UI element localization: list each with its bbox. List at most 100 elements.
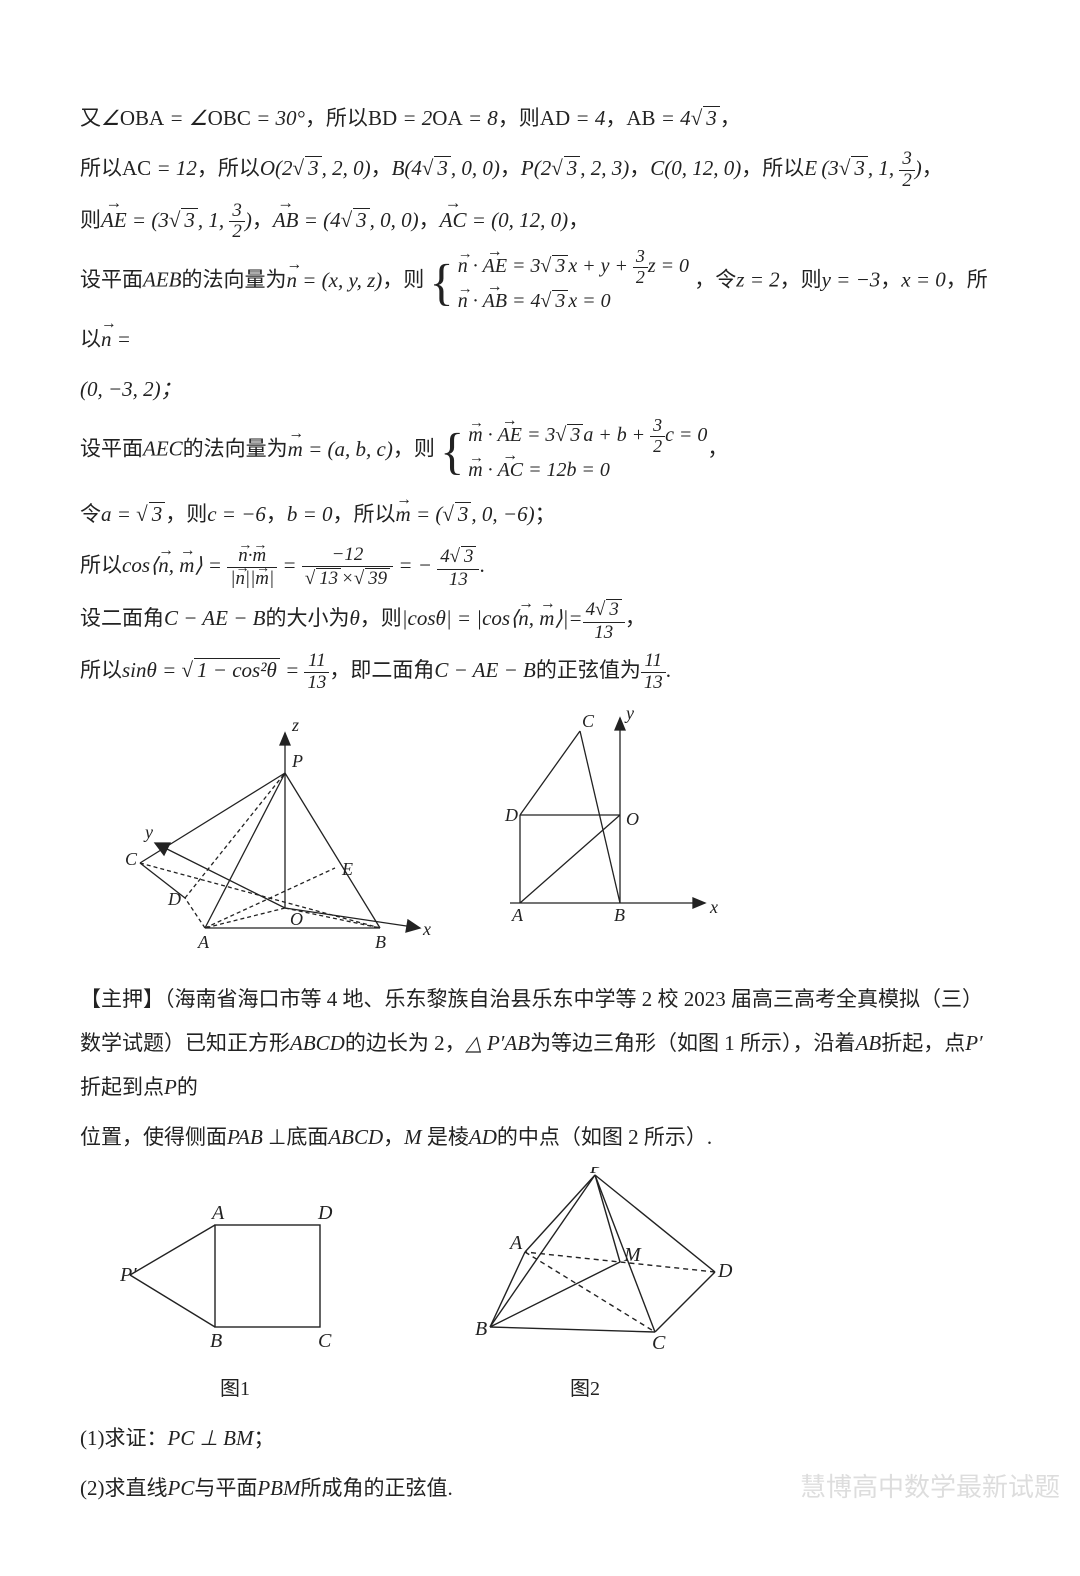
svg-text:O: O	[626, 809, 639, 829]
txt: 的大小为	[265, 606, 349, 630]
txt: ，所以	[305, 106, 368, 130]
txt: 又	[80, 106, 101, 130]
txt: 所以	[80, 156, 122, 180]
math: c = −6	[207, 502, 266, 526]
math: P	[164, 1075, 177, 1099]
math: AC = (0, 12, 0)	[440, 208, 569, 232]
math: cos⟨n, m⟩ =	[122, 553, 227, 577]
math: PAB	[227, 1125, 263, 1149]
figure-row: P′ A D B C 图1	[120, 1167, 1000, 1409]
figure-1: P′ A D B C 图1	[120, 1177, 350, 1409]
math: M	[404, 1125, 422, 1149]
math: AE = (3√3, 1, 32)	[101, 208, 252, 232]
svg-text:E: E	[341, 859, 353, 879]
math: AD	[469, 1125, 497, 1149]
txt: 的	[177, 1075, 198, 1099]
step-line-8: 设二面角C − AE − B的大小为θ，则|cosθ| = |cos⟨n, m⟩…	[80, 595, 1000, 642]
fraction: 4√313	[437, 546, 479, 590]
math: a = √3	[101, 502, 165, 526]
txt: 与平面	[194, 1476, 257, 1500]
step-line-5: 设平面AEC的法向量为m = (a, b, c)，则 { m · AE = 3√…	[80, 417, 1000, 485]
txt: 设平面	[80, 437, 143, 461]
math: O(2√3, 2, 0)	[260, 156, 371, 180]
svg-text:O: O	[290, 909, 303, 929]
svg-text:D: D	[317, 1202, 333, 1224]
svg-text:y: y	[624, 703, 634, 723]
math: ∠OBA = ∠OBC = 30°	[101, 106, 305, 130]
txt: ，则	[165, 502, 207, 526]
step-line-2: 所以AC = 12，所以O(2√3, 2, 0)，B(4√3, 0, 0)，P(…	[80, 146, 1000, 191]
math: AD = 4	[540, 106, 606, 130]
math: P′	[965, 1031, 982, 1055]
math: BD = 2OA = 8	[368, 106, 498, 130]
math: x = 0	[901, 268, 946, 292]
math: (0, −3, 2)；	[80, 377, 182, 401]
txt: 设平面	[80, 268, 143, 292]
txt: ，令	[694, 268, 736, 292]
txt: ，则	[780, 268, 822, 292]
math: z = 2	[736, 268, 779, 292]
step-line-4b: (0, −3, 2)；	[80, 367, 1000, 411]
math: θ	[349, 606, 359, 630]
txt: ，所以	[741, 156, 804, 180]
diagram-2d: y x A B D C O	[470, 703, 730, 943]
svg-text:B: B	[375, 932, 386, 952]
svg-text:x: x	[709, 897, 718, 917]
math: AB	[856, 1031, 882, 1055]
txt: (1)求证：	[80, 1426, 168, 1450]
math: PBM	[257, 1476, 300, 1500]
question-2: (2)求直线PC与平面PBM所成角的正弦值.	[80, 1466, 1000, 1510]
svg-text:C: C	[318, 1330, 332, 1352]
txt: ，则	[382, 268, 424, 292]
math: P(2√3, 2, 3)	[521, 156, 629, 180]
brace-system-2: { m · AE = 3√3a + b + 32c = 0 m · AC = 1…	[440, 417, 707, 485]
math: |cosθ| = |cos⟨n, m⟩|=	[402, 606, 583, 630]
txt: 折起，点	[881, 1031, 965, 1055]
svg-text:C: C	[125, 849, 138, 869]
svg-text:P: P	[291, 751, 303, 771]
step-line-4: 设平面AEB的法向量为n = (x, y, z)，则 { n · AE = 3√…	[80, 248, 1000, 361]
question-1: (1)求证：PC ⊥ BM；	[80, 1416, 1000, 1460]
svg-text:B: B	[210, 1330, 222, 1352]
math: C − AE − B	[164, 606, 265, 630]
tag: 【主押】	[80, 987, 164, 1011]
txt: ，即二面角	[329, 658, 434, 682]
math: AB = 4√3	[626, 106, 719, 130]
math: AEC	[143, 437, 183, 461]
brace-system-1: { n · AE = 3√3x + y + 32z = 0 n · AB = 4…	[430, 248, 689, 316]
math: m = (a, b, c)	[288, 437, 393, 461]
zhuya-line-1: 【主押】（海南省海口市等 4 地、乐东黎族自治县乐东中学等 2 校 2023 届…	[80, 977, 1000, 1109]
txt: 的法向量为	[183, 437, 288, 461]
math: y = −3	[822, 268, 881, 292]
zhuya-line-2: 位置，使得侧面PAB ⊥底面ABCD，M 是棱AD的中点（如图 2 所示）.	[80, 1115, 1000, 1159]
step-line-7: 所以cos⟨n, m⟩ = n·m|n||m| = −12√13×√39 = −…	[80, 542, 1000, 589]
txt: ⊥底面	[263, 1125, 329, 1149]
txt: 折起到点	[80, 1075, 164, 1099]
svg-text:A: A	[511, 905, 524, 925]
txt: 则	[80, 208, 101, 232]
svg-text:D: D	[504, 805, 518, 825]
svg-text:P: P	[589, 1167, 602, 1178]
step-line-1: 又∠OBA = ∠OBC = 30°，所以BD = 2OA = 8，则AD = …	[80, 96, 1000, 140]
txt: ，所以	[333, 502, 396, 526]
fraction: n·m|n||m|	[227, 546, 277, 589]
txt: ，所以	[197, 156, 260, 180]
svg-text:D: D	[717, 1260, 733, 1282]
svg-text:P′: P′	[120, 1264, 137, 1286]
math: AC = 12	[122, 156, 197, 180]
txt: 为等边三角形（如图 1 所示），沿着	[530, 1031, 856, 1055]
axis-z-label: z	[291, 715, 299, 735]
math: m = (√3, 0, −6)	[396, 502, 535, 526]
math: PC ⊥ BM	[168, 1426, 254, 1450]
txt: 所以	[80, 658, 122, 682]
txt: 所以	[80, 553, 122, 577]
txt: ，则	[393, 437, 435, 461]
svg-text:C: C	[652, 1332, 666, 1352]
txt: ，	[383, 1125, 404, 1149]
txt: ，则	[360, 606, 402, 630]
math: ABCD	[290, 1031, 345, 1055]
txt: 的正弦值为	[536, 658, 641, 682]
txt: 位置，使得侧面	[80, 1125, 227, 1149]
axis-y-label: y	[143, 822, 153, 842]
figure-1-caption: 图1	[120, 1368, 350, 1410]
